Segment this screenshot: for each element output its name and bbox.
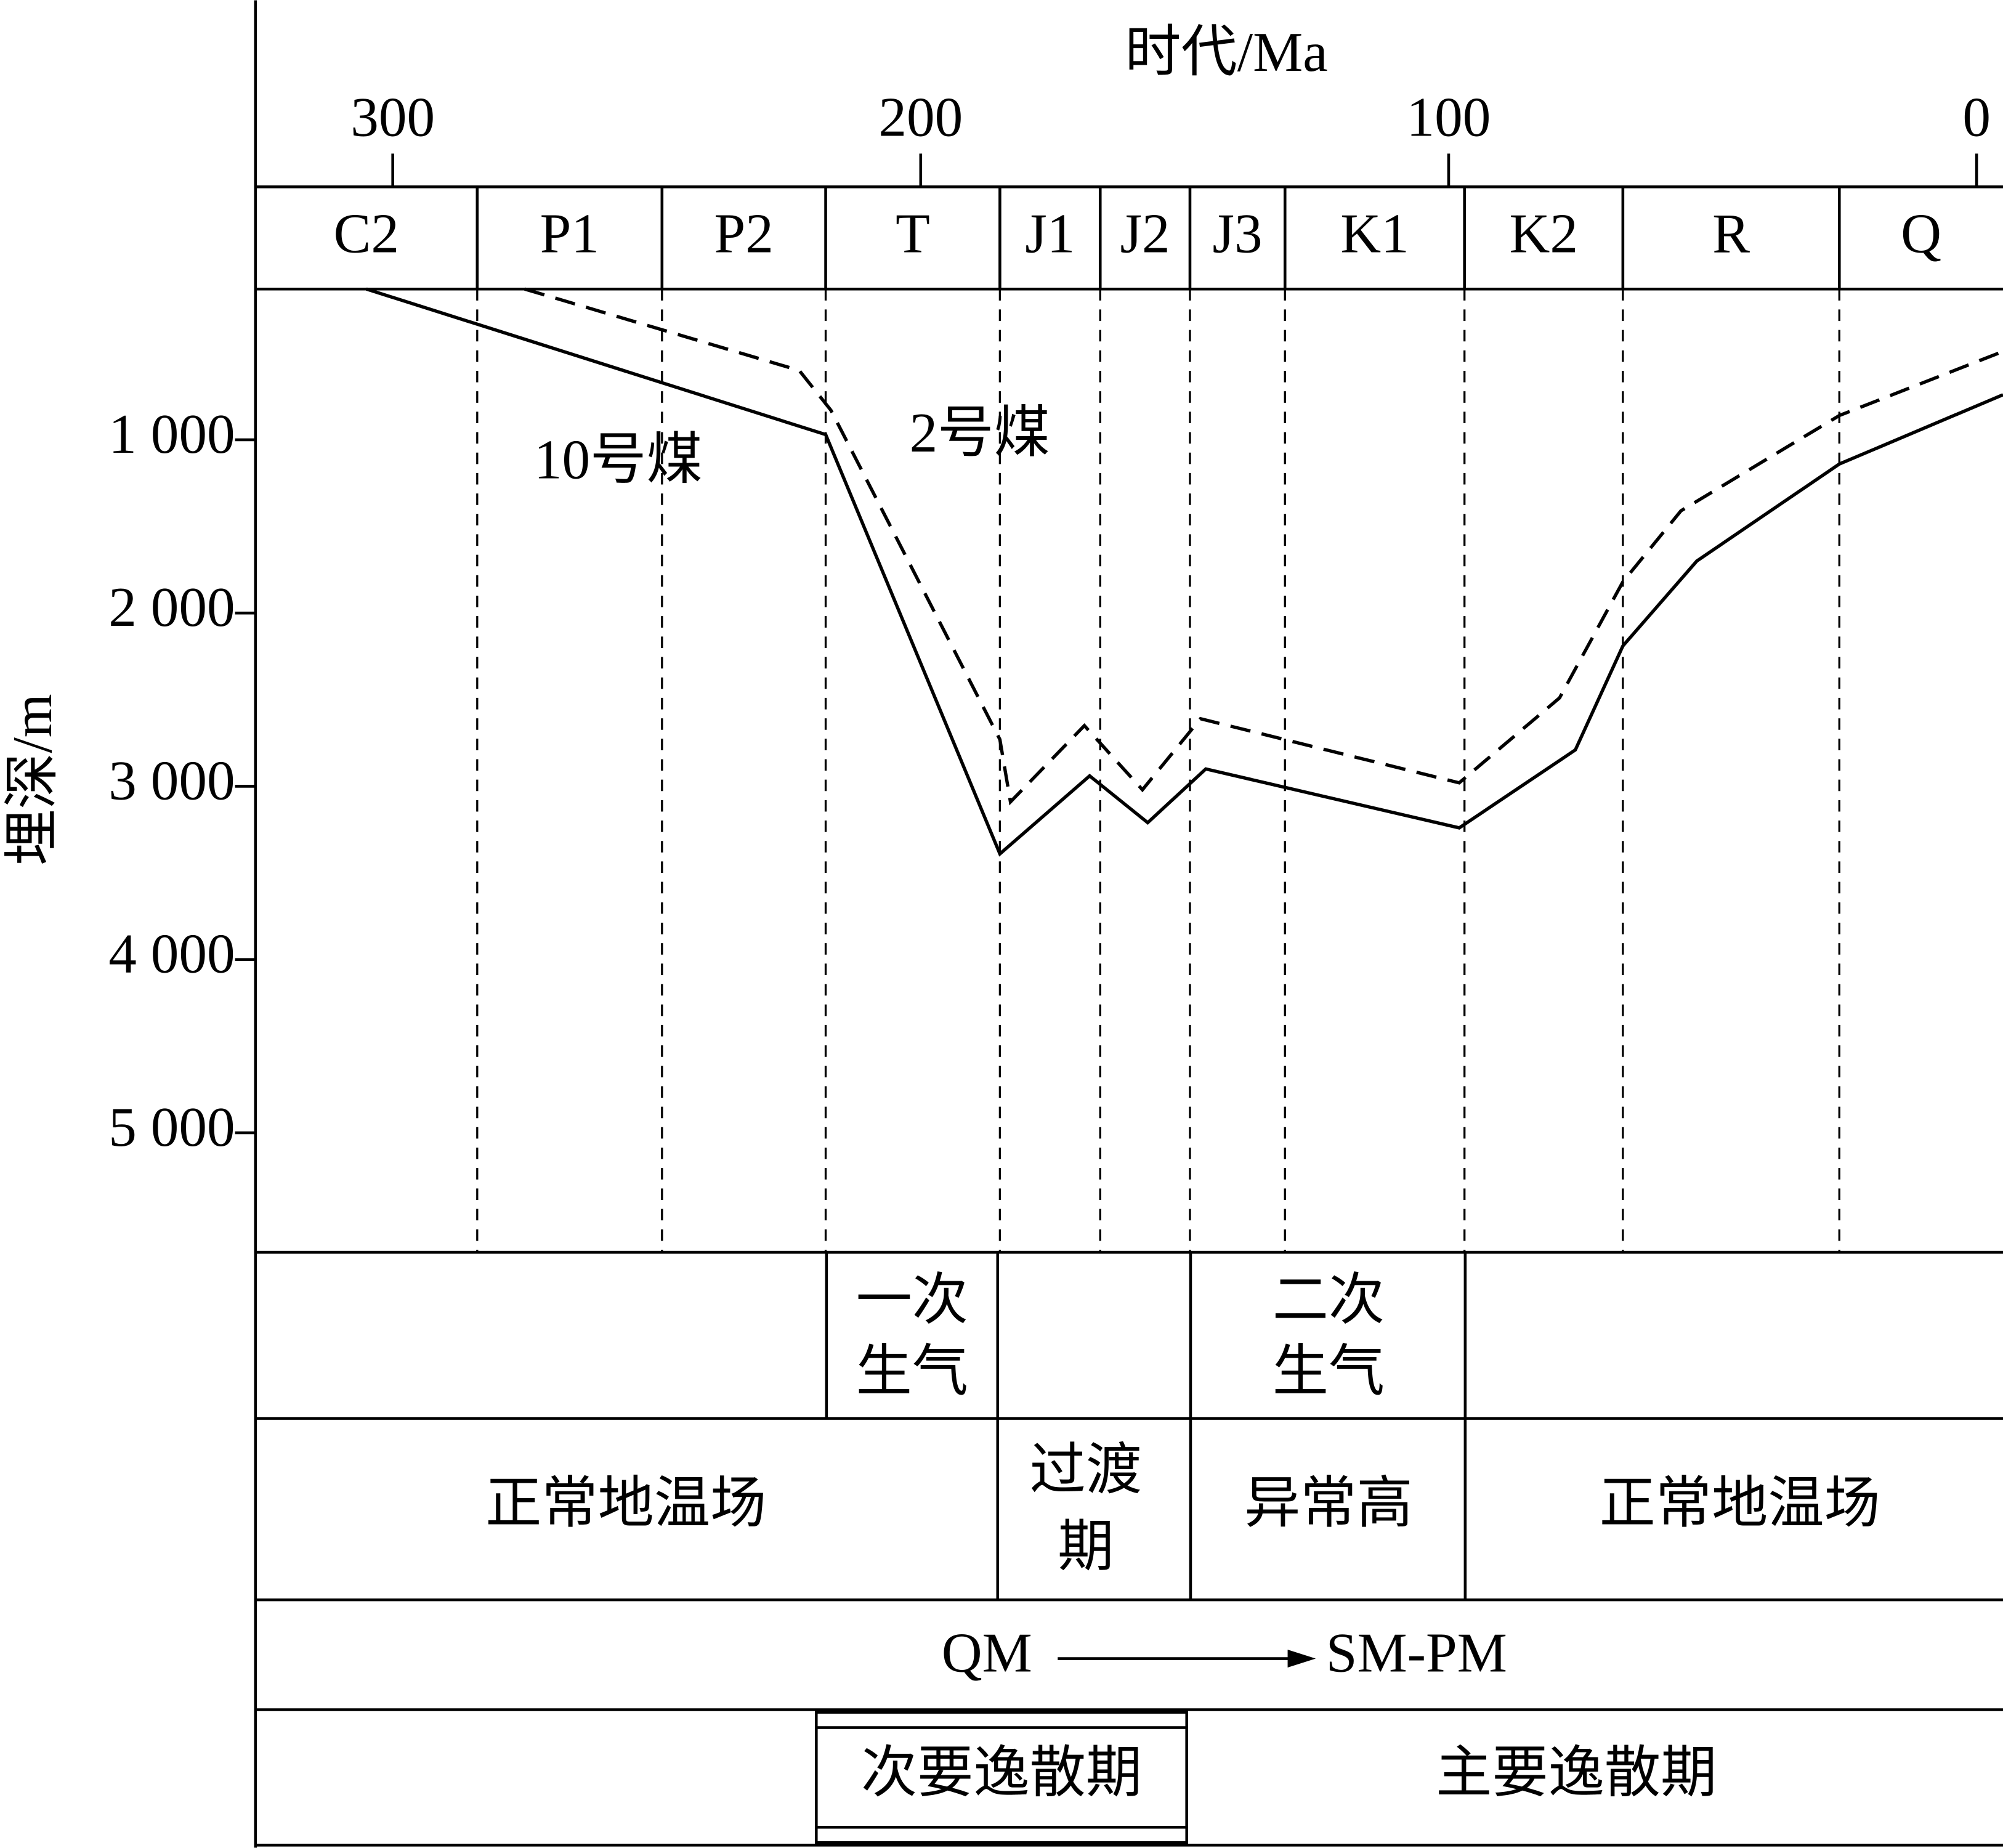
period-label: R xyxy=(1712,202,1750,264)
cell-text: 期 xyxy=(1058,1515,1114,1578)
cell-text: 异常高 xyxy=(1244,1472,1413,1534)
cell-box xyxy=(814,1726,1189,1829)
cell-text: SM-PM xyxy=(1326,1621,1507,1684)
y-tick-label: 1 000 xyxy=(108,403,235,465)
period-label: P1 xyxy=(540,202,599,264)
y-tick-label: 4 000 xyxy=(108,923,235,985)
x-tick-label: 0 xyxy=(1962,86,1991,148)
cell-text: 正常地温场 xyxy=(485,1472,766,1534)
cell-text: 生气 xyxy=(856,1340,968,1403)
cell-text: QM xyxy=(942,1621,1032,1684)
cell-text: 生气 xyxy=(1273,1340,1385,1403)
x-tick-label: 200 xyxy=(878,86,963,148)
series-label: 2号煤 xyxy=(910,402,1050,464)
period-label: P2 xyxy=(714,202,773,264)
y-axis-title: 埋深/m xyxy=(1,694,63,865)
x-tick-label: 300 xyxy=(350,86,435,148)
period-label: K2 xyxy=(1510,202,1579,264)
y-tick-label: 2 000 xyxy=(108,576,235,638)
period-label: K1 xyxy=(1340,202,1409,264)
period-label: J2 xyxy=(1120,202,1170,264)
frame xyxy=(254,0,2003,1848)
cell-text: 主要逸散期 xyxy=(1436,1741,1717,1804)
y-tick-label: 3 000 xyxy=(108,749,235,811)
series-line xyxy=(365,287,2003,857)
x-axis-title: 时代/Ma xyxy=(1125,21,1328,83)
y-tick-label: 5 000 xyxy=(108,1096,235,1158)
x-tick-label: 100 xyxy=(1407,86,1491,148)
cell-text: 正常地温场 xyxy=(1600,1472,1880,1534)
cell-text: 一次 xyxy=(856,1269,968,1331)
cell-text: 过渡 xyxy=(1030,1439,1143,1501)
cell-text: 二次 xyxy=(1273,1269,1385,1331)
arrow-head xyxy=(1287,1650,1316,1668)
period-label: C2 xyxy=(334,202,400,264)
series-line xyxy=(524,287,2003,806)
period-label: Q xyxy=(1901,202,1941,264)
series-label: 10号煤 xyxy=(534,428,703,490)
period-label: J1 xyxy=(1025,202,1075,264)
cell-text: 次要逸散期 xyxy=(861,1741,1142,1804)
period-label: J3 xyxy=(1213,202,1263,264)
period-label: T xyxy=(896,202,930,264)
